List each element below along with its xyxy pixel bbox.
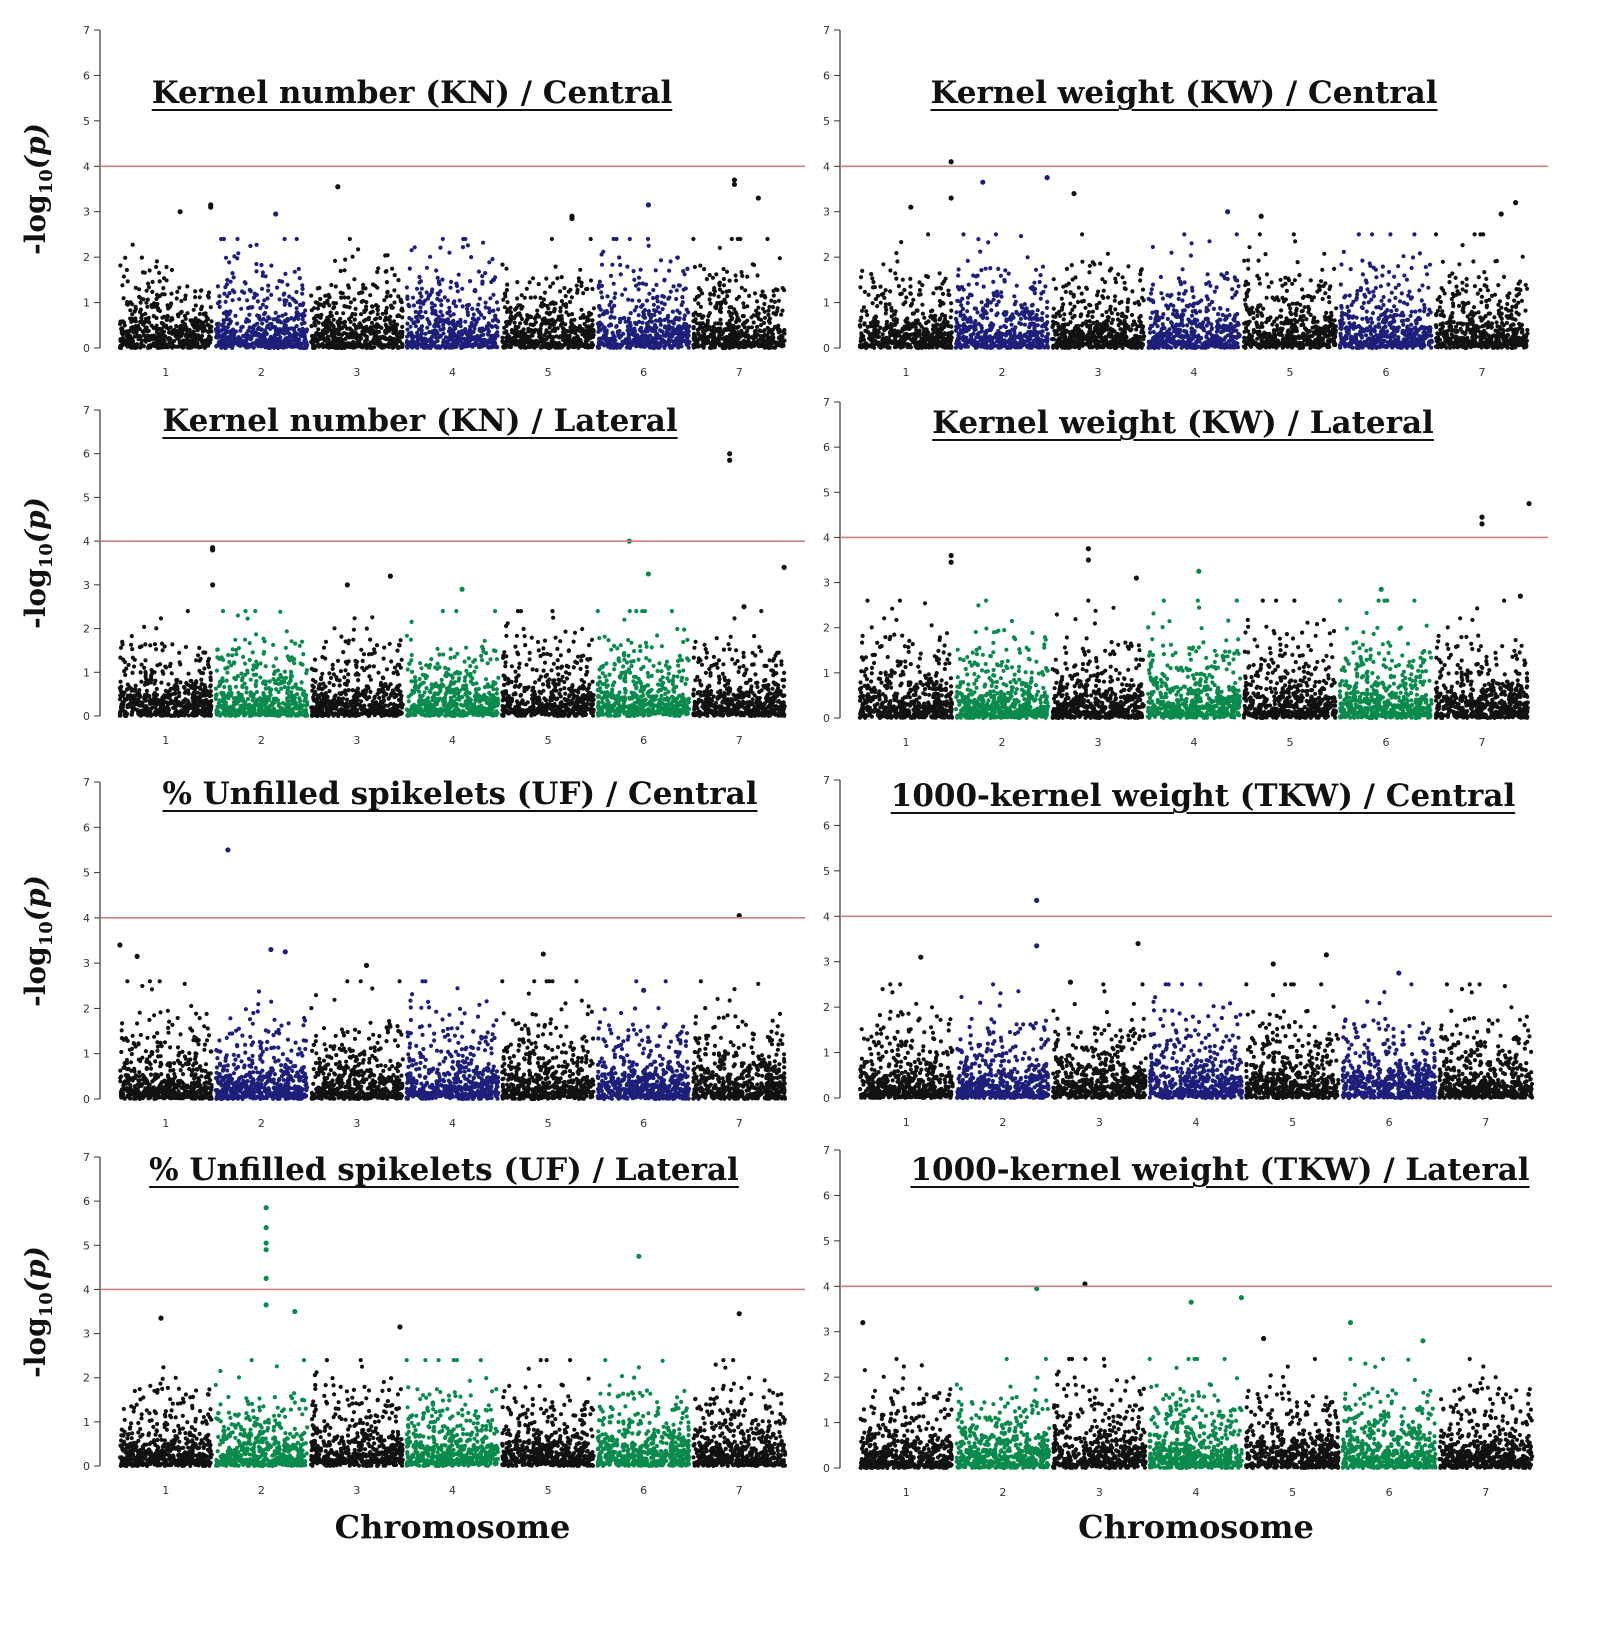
- snp-point: [150, 279, 155, 284]
- y-tick-label: 5: [83, 115, 90, 128]
- x-tick-label: 3: [353, 366, 360, 379]
- y-tick-label: 7: [83, 24, 90, 37]
- snp-point: [205, 322, 210, 327]
- y-tick-label: 0: [83, 342, 90, 355]
- x-tick-label: 4: [449, 366, 456, 379]
- x-tick-label: 5: [545, 366, 552, 379]
- chromosome-1-snps: [117, 242, 214, 351]
- x-tick-label: 1: [162, 366, 169, 379]
- x-tick-label: 7: [736, 366, 743, 379]
- x-tick-label: 6: [640, 366, 647, 379]
- y-tick-label: 2: [83, 251, 90, 264]
- y-tick-label: 1: [83, 297, 90, 310]
- y-tick-label: 3: [83, 206, 90, 219]
- y-tick-label: 4: [83, 160, 90, 173]
- snp-point: [133, 304, 138, 309]
- x-tick-label: 2: [258, 366, 265, 379]
- snp-point: [197, 311, 202, 317]
- y-tick-label: 6: [83, 69, 90, 82]
